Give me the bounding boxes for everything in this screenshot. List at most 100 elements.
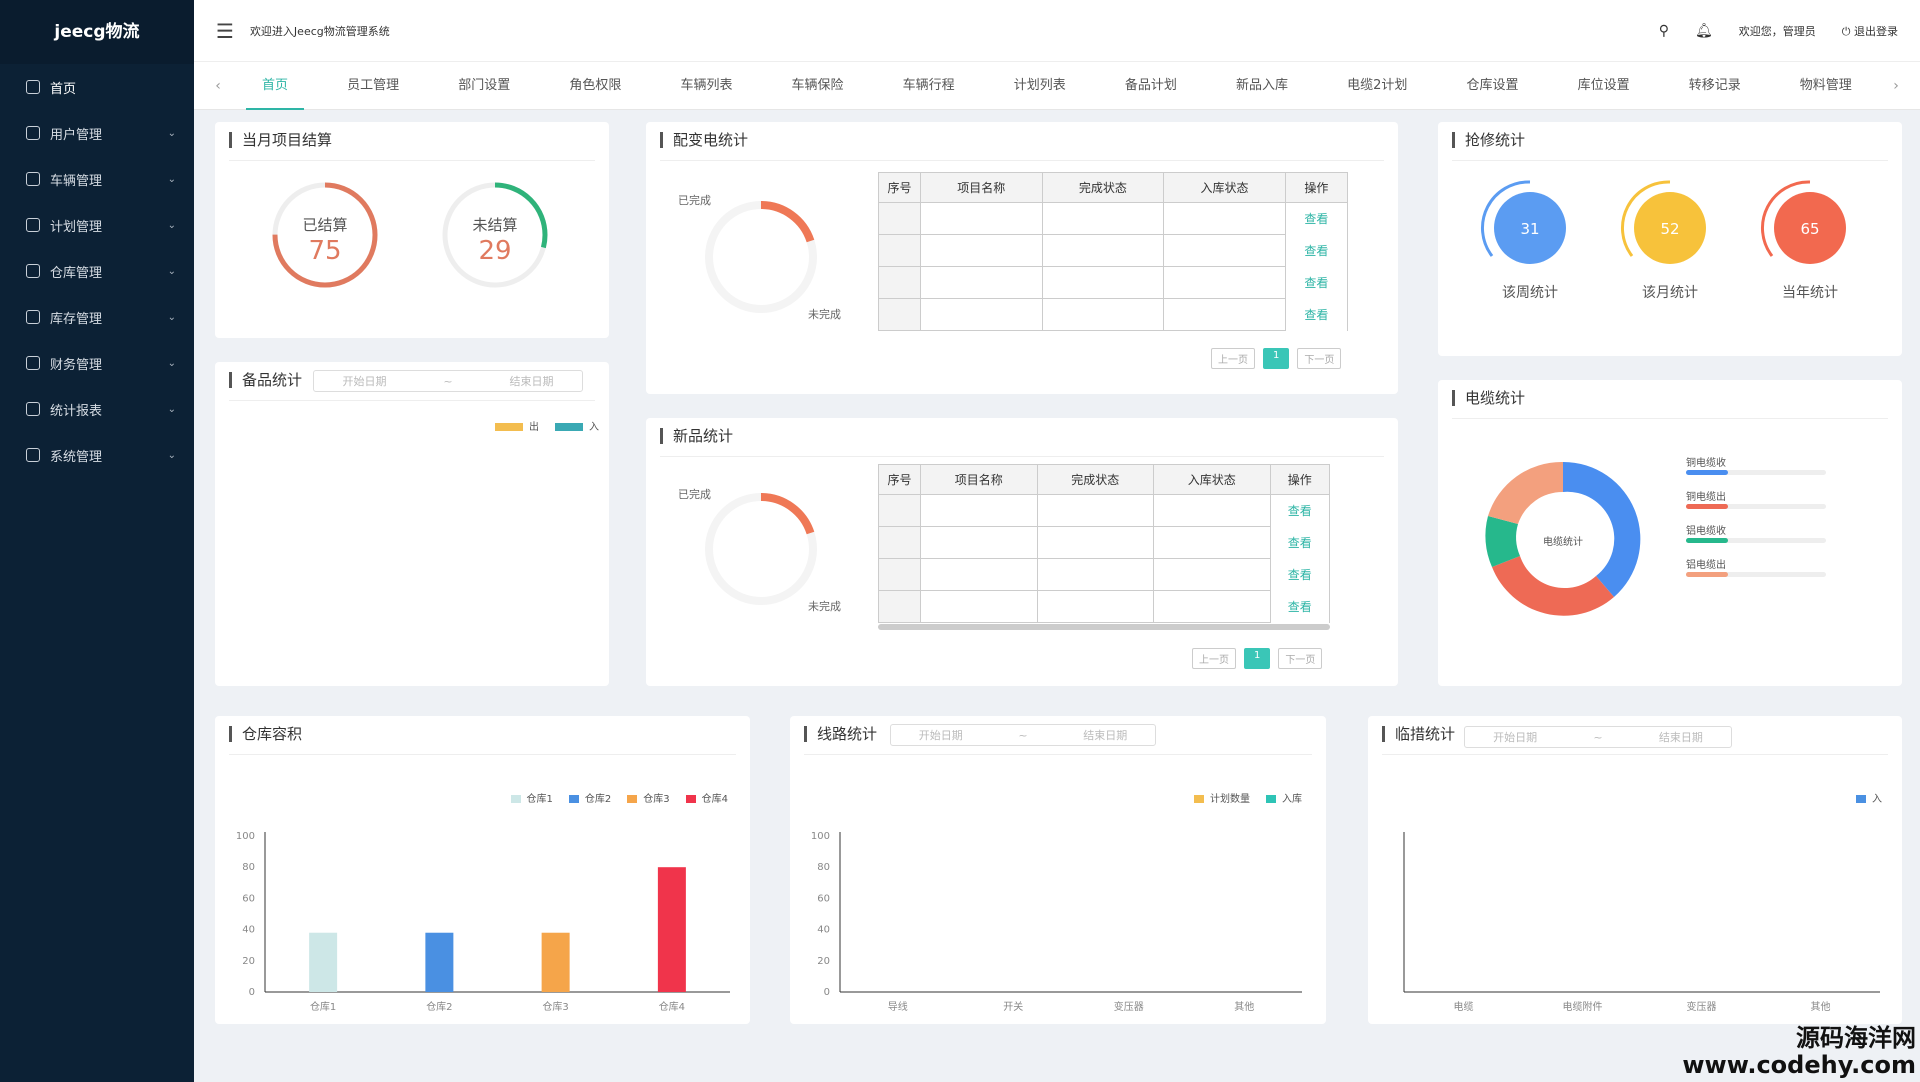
start-date-input[interactable]: 开始日期 [918,729,963,742]
view-link[interactable]: 查看 [1284,298,1349,331]
tab-scroll-right-icon[interactable]: › [1893,77,1899,94]
card-title: 当月项目结算 [229,132,332,148]
tab-6[interactable]: 车辆行程 [902,77,955,93]
settled-value: 75 [308,236,342,266]
user-greeting[interactable]: 欢迎您，管理员 [1738,24,1816,38]
tab-0[interactable]: 首页 [246,62,305,110]
prev-page-button[interactable]: 上一页 [1211,348,1255,369]
view-link[interactable]: 查看 [1269,526,1330,559]
cable-card: 电缆统计 电缆统计 铜电缆收铜电缆出铝电缆收铝电缆出 [1438,380,1902,686]
legend-item[interactable]: 仓库3 [627,790,670,805]
tab-4[interactable]: 车辆列表 [680,77,733,93]
menu-icon [26,356,40,370]
legend-item[interactable]: 计划数量 [1194,790,1250,805]
page-number[interactable]: 1 [1263,348,1290,369]
tab-10[interactable]: 电缆2计划 [1347,77,1408,93]
tab-1[interactable]: 员工管理 [347,77,400,93]
page-number[interactable]: 1 [1244,648,1271,669]
end-date-input[interactable]: 结束日期 [1658,731,1703,744]
end-date-input[interactable]: 结束日期 [1083,729,1128,742]
tab-11[interactable]: 仓库设置 [1466,77,1519,93]
sidebar-item-7[interactable]: 统计报表 ⌄ [0,386,194,432]
chevron-down-icon: ⌄ [167,173,176,185]
sidebar-item-0[interactable]: 首页 [0,64,194,110]
substation-card: 配变电统计 已完成 未完成 序号 项目名称 完成状态 入库状态 操作 查看 查看 查看 查看 上… [646,122,1398,394]
view-link[interactable]: 查看 [1284,234,1349,267]
sidebar-item-5[interactable]: 库存管理 ⌄ [0,294,194,340]
end-date-input[interactable]: 结束日期 [509,375,554,388]
newproduct-done-arc [705,493,817,605]
view-link[interactable]: 查看 [1284,266,1349,299]
sidebar-item-6[interactable]: 财务管理 ⌄ [0,340,194,386]
repair-stat-label: 该月统计 [1642,285,1698,301]
cable-center-label: 电缆统计 [1543,537,1583,548]
tab-2[interactable]: 部门设置 [458,77,511,93]
start-date-input[interactable]: 开始日期 [342,375,387,388]
sidebar-item-3[interactable]: 计划管理 ⌄ [0,202,194,248]
legend-item[interactable]: 入 [1856,790,1882,805]
column-header: 序号 [878,464,921,495]
legend-item[interactable]: 入库 [1266,790,1302,805]
table-cell [1041,234,1165,267]
table-cell [920,266,1043,299]
card-title: 电缆统计 [1452,390,1525,406]
sidebar-item-8[interactable]: 系统管理 ⌄ [0,432,194,478]
legend-out[interactable]: 出 [495,418,539,433]
tab-13[interactable]: 转移记录 [1688,77,1741,93]
row-seq [878,234,921,267]
sidebar-item-1[interactable]: 用户管理 ⌄ [0,110,194,156]
watermark-line2: www.codehy.com [1682,1051,1916,1079]
tab-7[interactable]: 计划列表 [1013,77,1066,93]
cable-slice-copper-in [1563,461,1641,597]
prev-page-button[interactable]: 上一页 [1192,648,1236,669]
watermark: 源码海洋网 www.codehy.com [1682,1024,1916,1078]
legend-item[interactable]: 仓库4 [685,790,728,805]
view-link[interactable]: 查看 [1284,202,1349,235]
search-icon[interactable]: ⚲ [1658,22,1670,39]
cable-legend-label[interactable]: 铝电缆收 [1686,526,1726,537]
cable-legend-label[interactable]: 铜电缆出 [1686,492,1726,503]
legend-in[interactable]: 入 [555,418,599,433]
row-seq [878,298,921,331]
cable-legend-bar [1686,504,1826,509]
warehouse-card: 仓库容积 仓库1 仓库2 仓库3 仓库4 0 20 40 60 80 100 仓库1 仓库2 仓库3 仓… [215,716,750,1024]
sidebar-item-2[interactable]: 车辆管理 ⌄ [0,156,194,202]
measures-date-range[interactable]: 开始日期 ~ 结束日期 [1464,726,1732,748]
cable-legend-label[interactable]: 铜电缆收 [1686,458,1726,469]
card-title: 线路统计 [804,726,877,742]
card-title: 临措统计 [1382,726,1455,742]
table-cell [1163,298,1286,331]
view-link[interactable]: 查看 [1269,494,1330,527]
table-row: 查看 [878,298,1349,331]
cable-legend-label[interactable]: 铝电缆出 [1686,560,1726,571]
view-link[interactable]: 查看 [1269,558,1330,591]
tab-bar: ‹ 首页 员工管理 部门设置 角色权限 车辆列表 车辆保险 车辆行程 计划列表 备品计划 新品入库… [194,62,1920,110]
sidebar-item-label: 用户管理 [50,127,103,143]
tab-5[interactable]: 车辆保险 [791,77,844,93]
bar-仓库1 [309,932,338,992]
sidebar-item-label: 车辆管理 [50,173,103,189]
tab-3[interactable]: 角色权限 [569,77,622,93]
view-link[interactable]: 查看 [1269,590,1330,623]
y-tick-label: 20 [817,956,830,967]
next-page-button[interactable]: 下一页 [1278,648,1323,669]
bell-icon[interactable]: 🔔︎ [1695,22,1713,39]
tab-14[interactable]: 物料管理 [1799,77,1852,93]
newproduct-table: 序号 项目名称 完成状态 入库状态 操作 查看 查看 查看 查看 [878,464,1330,623]
start-date-input[interactable]: 开始日期 [1493,731,1538,744]
tab-12[interactable]: 库位设置 [1577,77,1630,93]
line-date-range[interactable]: 开始日期 ~ 结束日期 [890,724,1156,746]
tab-8[interactable]: 备品计划 [1124,77,1177,93]
tab-9[interactable]: 新品入库 [1235,77,1288,93]
legend-item[interactable]: 仓库1 [510,790,553,805]
settled-ring-chart [272,182,378,288]
spare-date-range[interactable]: 开始日期 ~ 结束日期 [313,370,583,392]
newproduct-card: 新品统计 已完成 未完成 序号 项目名称 完成状态 入库状态 操作 查看 查看 查看 查看 上一… [646,418,1398,686]
tab-scroll-left-icon[interactable]: ‹ [215,77,221,94]
menu-toggle-icon[interactable]: ☰ [216,18,234,43]
legend-item[interactable]: 仓库2 [568,790,611,805]
logout-button[interactable]: ⏻ 退出登录 [1842,23,1898,39]
sidebar-item-4[interactable]: 仓库管理 ⌄ [0,248,194,294]
table-scrollbar[interactable] [878,624,1330,630]
next-page-button[interactable]: 下一页 [1297,348,1342,369]
